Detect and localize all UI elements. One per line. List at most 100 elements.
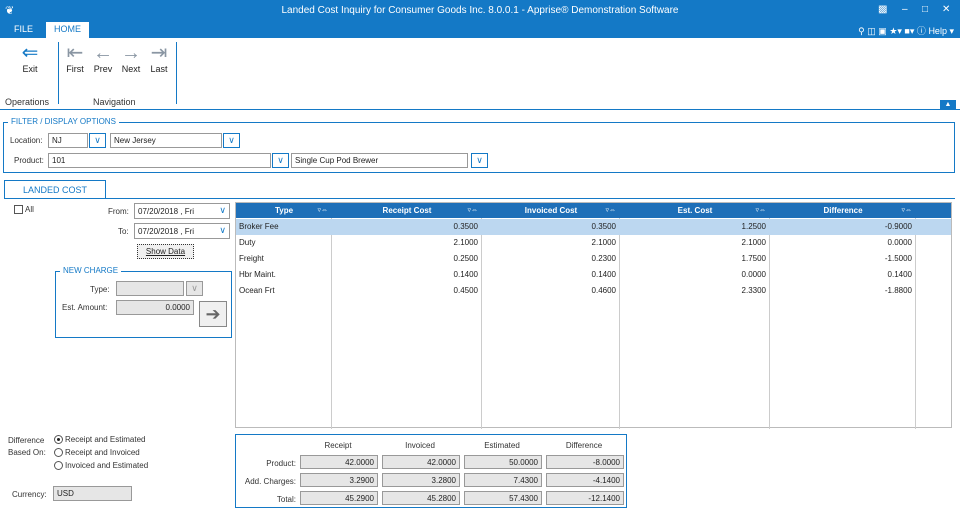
window-icon[interactable]: ▣: [878, 26, 887, 36]
cell-est-cost: 2.3300: [741, 286, 766, 295]
currency-input[interactable]: USD: [53, 486, 132, 501]
next-label: Next: [121, 64, 141, 74]
ribbon-right-tools: ⚲ ◫ ▣ ★▾ ■▾ ⓘ Help ▾: [858, 24, 954, 37]
title-bar: ❦ Landed Cost Inquiry for Consumer Goods…: [0, 0, 960, 22]
radio-off-icon: [54, 461, 63, 471]
cell-invoiced-cost: 0.2300: [591, 254, 616, 263]
group-operations: Operations: [5, 97, 50, 107]
cell-receipt-cost: 0.4500: [453, 286, 478, 295]
totals-cell: 3.2900: [300, 473, 378, 487]
col-est-cost[interactable]: Est. Cost ▿⇔: [620, 203, 770, 218]
layout-icon[interactable]: ◫: [867, 26, 876, 36]
table-row[interactable]: Broker Fee 0.3500 0.3500 1.2500 -0.9000: [236, 219, 951, 235]
totals-header-estimated: Estimated: [484, 441, 520, 450]
product-code-input[interactable]: 101: [48, 153, 271, 168]
to-date-picker[interactable]: 07/20/2018 , Fri ∨: [134, 223, 230, 239]
ribbon-tabs: FILE HOME ⚲ ◫ ▣ ★▾ ■▾ ⓘ Help ▾: [0, 22, 960, 38]
filter-icon[interactable]: ▿⇔: [467, 207, 478, 214]
radio-label: Invoiced and Estimated: [65, 461, 149, 470]
col-difference[interactable]: Difference ▿⇔: [770, 203, 916, 218]
col-receipt-cost-label: Receipt Cost: [382, 206, 432, 215]
next-button[interactable]: → Next: [117, 42, 145, 74]
totals-panel: Receipt Invoiced Estimated Difference Pr…: [235, 434, 627, 508]
location-name-input[interactable]: New Jersey: [110, 133, 222, 148]
last-icon: ⇥: [150, 42, 168, 64]
type-input[interactable]: [116, 281, 184, 296]
radio-receipt-estimated[interactable]: Receipt and Estimated: [54, 435, 146, 445]
product-name-dropdown[interactable]: ∨: [471, 153, 488, 168]
chevron-down-icon: ∨: [219, 205, 226, 215]
all-checkbox[interactable]: All: [14, 205, 34, 215]
last-label: Last: [150, 64, 168, 74]
filter-icon[interactable]: ▿⇔: [605, 207, 616, 214]
totals-row-label: Add. Charges:: [244, 477, 296, 486]
exit-arrow-icon: ⇐: [21, 42, 39, 64]
cell-difference: -1.8800: [884, 286, 912, 295]
grid-divider: [769, 218, 770, 429]
collapse-ribbon-button[interactable]: ▲: [940, 100, 956, 109]
grid-divider: [331, 218, 332, 429]
help-icon[interactable]: ⓘ: [916, 26, 926, 36]
table-row[interactable]: Freight 0.2500 0.2300 1.7500 -1.5000: [236, 251, 951, 267]
cell-type: Freight: [239, 254, 264, 263]
maximize-button[interactable]: □: [922, 4, 929, 15]
from-label: From:: [108, 207, 129, 216]
totals-header-receipt: Receipt: [324, 441, 352, 450]
add-charge-button[interactable]: ➔: [199, 301, 227, 327]
first-icon: ⇤: [66, 42, 84, 64]
table-row[interactable]: Duty 2.1000 2.1000 2.1000 0.0000: [236, 235, 951, 251]
location-dropdown[interactable]: ∨: [89, 133, 106, 148]
cell-invoiced-cost: 0.4600: [591, 286, 616, 295]
to-date-value: 07/20/2018 , Fri: [138, 227, 195, 236]
product-name-input[interactable]: Single Cup Pod Brewer: [291, 153, 468, 168]
help-menu[interactable]: Help: [928, 26, 947, 36]
prev-button[interactable]: ← Prev: [89, 42, 117, 74]
grid-divider: [619, 218, 620, 429]
next-icon: →: [121, 42, 141, 64]
table-row[interactable]: Ocean Frt 0.4500 0.4600 2.3300 -1.8800: [236, 283, 951, 299]
col-invoiced-cost[interactable]: Invoiced Cost ▿⇔: [482, 203, 620, 218]
type-dropdown[interactable]: ∨: [186, 281, 203, 296]
tab-landed-cost[interactable]: LANDED COST: [4, 180, 106, 199]
cell-type: Ocean Frt: [239, 286, 275, 295]
est-amount-input[interactable]: 0.0000: [116, 300, 194, 315]
radio-invoiced-estimated[interactable]: Invoiced and Estimated: [54, 461, 149, 471]
product-dropdown[interactable]: ∨: [272, 153, 289, 168]
tab-home[interactable]: HOME: [46, 22, 89, 38]
cell-difference: -1.5000: [884, 254, 912, 263]
show-data-button[interactable]: Show Data: [137, 244, 194, 259]
landed-cost-grid: Type ▿⇔ Receipt Cost ▿⇔ Invoiced Cost ▿⇔ Es…: [235, 202, 952, 429]
col-type[interactable]: Type ▿⇔: [236, 203, 332, 218]
location-name-dropdown[interactable]: ∨: [223, 133, 240, 148]
cell-receipt-cost: 2.1000: [453, 238, 478, 247]
filter-icon[interactable]: ▿⇔: [755, 207, 766, 214]
restore-layout-icon[interactable]: ▩: [878, 4, 888, 15]
minimize-button[interactable]: –: [902, 4, 908, 15]
help-chevron-icon[interactable]: ▾: [949, 26, 954, 36]
filter-icon[interactable]: ▿⇔: [901, 207, 912, 214]
cell-receipt-cost: 0.2500: [453, 254, 478, 263]
cell-type: Hbr Maint.: [239, 270, 276, 279]
table-row[interactable]: Hbr Maint. 0.1400 0.1400 0.0000 0.1400: [236, 267, 951, 283]
totals-cell: 45.2900: [300, 491, 378, 505]
from-date-picker[interactable]: 07/20/2018 , Fri ∨: [134, 203, 230, 219]
chat-icon[interactable]: ■▾: [904, 26, 915, 36]
all-label: All: [25, 205, 34, 214]
tab-file[interactable]: FILE: [14, 24, 34, 34]
cell-est-cost: 2.1000: [741, 238, 766, 247]
star-icon[interactable]: ★▾: [889, 26, 902, 36]
totals-cell: 7.4300: [464, 473, 542, 487]
cell-est-cost: 1.2500: [741, 222, 766, 231]
cell-invoiced-cost: 0.3500: [591, 222, 616, 231]
radio-receipt-invoiced[interactable]: Receipt and Invoiced: [54, 448, 140, 458]
close-button[interactable]: ✕: [942, 4, 951, 15]
search-icon[interactable]: ⚲: [858, 26, 865, 36]
col-receipt-cost[interactable]: Receipt Cost ▿⇔: [332, 203, 482, 218]
location-code-input[interactable]: NJ: [48, 133, 88, 148]
cell-type: Duty: [239, 238, 256, 247]
col-type-label: Type: [274, 206, 294, 215]
last-button[interactable]: ⇥ Last: [145, 42, 173, 74]
filter-icon[interactable]: ▿⇔: [317, 207, 328, 214]
exit-button[interactable]: ⇐ Exit: [16, 42, 44, 74]
first-button[interactable]: ⇤ First: [61, 42, 89, 74]
